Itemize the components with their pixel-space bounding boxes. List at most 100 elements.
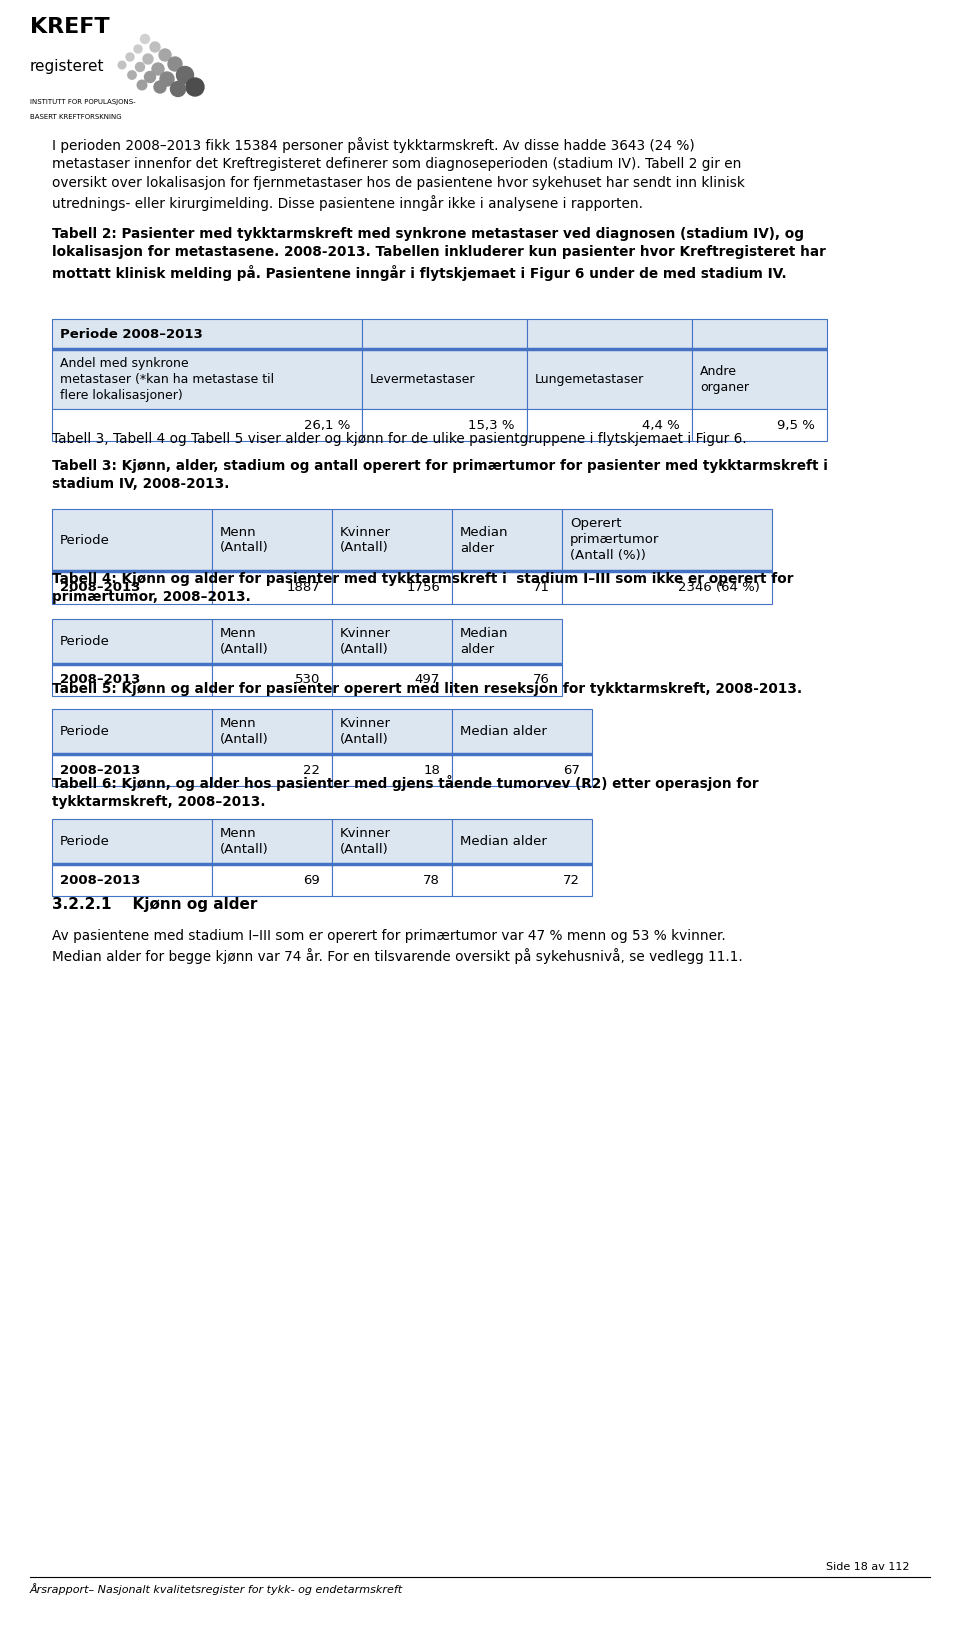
FancyBboxPatch shape — [527, 350, 692, 408]
Text: 2008–2013: 2008–2013 — [60, 581, 140, 594]
FancyBboxPatch shape — [52, 408, 362, 441]
FancyBboxPatch shape — [212, 571, 332, 604]
FancyBboxPatch shape — [52, 753, 212, 786]
Text: 2008–2013: 2008–2013 — [60, 763, 140, 776]
FancyBboxPatch shape — [52, 350, 362, 408]
Circle shape — [140, 34, 150, 44]
Text: 530: 530 — [295, 674, 320, 687]
Text: Menn
(Antall): Menn (Antall) — [220, 626, 269, 656]
Text: Tabell 6: Kjønn, og alder hos pasienter med gjens tående tumorvev (R2) etter ope: Tabell 6: Kjønn, og alder hos pasienter … — [52, 774, 758, 809]
Text: Median
alder: Median alder — [460, 526, 509, 555]
Text: Levermetastaser: Levermetastaser — [370, 373, 475, 386]
Text: Median
alder: Median alder — [460, 626, 509, 656]
Text: 2008–2013: 2008–2013 — [60, 874, 140, 887]
Text: Menn
(Antall): Menn (Antall) — [220, 718, 269, 747]
FancyBboxPatch shape — [362, 350, 527, 408]
Text: 497: 497 — [415, 674, 440, 687]
FancyBboxPatch shape — [362, 408, 527, 441]
Text: Kvinner
(Antall): Kvinner (Antall) — [340, 718, 391, 747]
Text: 18: 18 — [423, 763, 440, 776]
Text: 71: 71 — [533, 581, 550, 594]
Text: Menn
(Antall): Menn (Antall) — [220, 827, 269, 856]
Text: 15,3 %: 15,3 % — [468, 418, 515, 431]
FancyBboxPatch shape — [332, 709, 452, 753]
FancyBboxPatch shape — [562, 571, 772, 604]
Text: Lungemetastaser: Lungemetastaser — [535, 373, 644, 386]
Circle shape — [118, 62, 126, 68]
Text: 72: 72 — [563, 874, 580, 887]
Text: Periode: Periode — [60, 726, 109, 739]
Text: 78: 78 — [423, 874, 440, 887]
Text: Periode: Periode — [60, 534, 109, 547]
FancyBboxPatch shape — [332, 753, 452, 786]
Circle shape — [126, 54, 134, 60]
FancyBboxPatch shape — [212, 509, 332, 571]
Text: BASERT KREFTFORSKNING: BASERT KREFTFORSKNING — [30, 114, 122, 120]
FancyBboxPatch shape — [452, 509, 562, 571]
FancyBboxPatch shape — [52, 664, 212, 696]
Text: Periode 2008–2013: Periode 2008–2013 — [60, 327, 203, 340]
FancyBboxPatch shape — [452, 618, 562, 664]
Text: Menn
(Antall): Menn (Antall) — [220, 526, 269, 555]
Text: 4,4 %: 4,4 % — [642, 418, 680, 431]
FancyBboxPatch shape — [52, 571, 212, 604]
FancyBboxPatch shape — [452, 664, 562, 696]
FancyBboxPatch shape — [452, 818, 592, 864]
Circle shape — [177, 67, 194, 83]
Circle shape — [160, 72, 174, 86]
FancyBboxPatch shape — [212, 864, 332, 896]
Circle shape — [154, 81, 166, 93]
Text: Tabell 5: Kjønn og alder for pasienter operert med liten reseksjon for tykktarms: Tabell 5: Kjønn og alder for pasienter o… — [52, 682, 803, 696]
Text: 26,1 %: 26,1 % — [303, 418, 350, 431]
Circle shape — [152, 63, 164, 75]
Text: 3.2.2.1    Kjønn og alder: 3.2.2.1 Kjønn og alder — [52, 896, 257, 913]
Circle shape — [150, 42, 160, 52]
Circle shape — [145, 72, 156, 83]
Text: Operert
primærtumor
(Antall (%)): Operert primærtumor (Antall (%)) — [570, 517, 660, 563]
FancyBboxPatch shape — [212, 709, 332, 753]
Text: 2346 (64 %): 2346 (64 %) — [678, 581, 760, 594]
FancyBboxPatch shape — [527, 408, 692, 441]
FancyBboxPatch shape — [452, 709, 592, 753]
Text: registeret: registeret — [30, 59, 105, 73]
Circle shape — [159, 49, 171, 60]
FancyBboxPatch shape — [452, 571, 562, 604]
Text: Tabell 3, Tabell 4 og Tabell 5 viser alder og kjønn for de ulike pasientgruppene: Tabell 3, Tabell 4 og Tabell 5 viser ald… — [52, 433, 747, 446]
FancyBboxPatch shape — [52, 709, 212, 753]
Text: KREFT: KREFT — [30, 16, 109, 37]
Text: Tabell 4: Kjønn og alder for pasienter med tykktarmskreft i  stadium I–III som i: Tabell 4: Kjønn og alder for pasienter m… — [52, 573, 794, 604]
Text: Side 18 av 112: Side 18 av 112 — [827, 1562, 910, 1572]
Circle shape — [143, 54, 153, 63]
Text: Median alder: Median alder — [460, 726, 547, 739]
Text: Median alder: Median alder — [460, 835, 547, 848]
Text: 76: 76 — [533, 674, 550, 687]
FancyBboxPatch shape — [692, 319, 827, 350]
Text: 9,5 %: 9,5 % — [778, 418, 815, 431]
FancyBboxPatch shape — [692, 350, 827, 408]
FancyBboxPatch shape — [212, 753, 332, 786]
FancyBboxPatch shape — [562, 509, 772, 571]
Text: Kvinner
(Antall): Kvinner (Antall) — [340, 626, 391, 656]
Text: Periode: Periode — [60, 635, 109, 648]
Text: 69: 69 — [303, 874, 320, 887]
Text: Periode: Periode — [60, 835, 109, 848]
Text: Årsrapport– Nasjonalt kvalitetsregister for tykk- og endetarmskreft: Årsrapport– Nasjonalt kvalitetsregister … — [30, 1583, 403, 1594]
Text: 67: 67 — [564, 763, 580, 776]
Text: 1887: 1887 — [286, 581, 320, 594]
FancyBboxPatch shape — [332, 509, 452, 571]
FancyBboxPatch shape — [52, 618, 212, 664]
Circle shape — [171, 81, 185, 96]
Circle shape — [137, 80, 147, 89]
Text: I perioden 2008–2013 fikk 15384 personer påvist tykktarmskreft. Av disse hadde 3: I perioden 2008–2013 fikk 15384 personer… — [52, 137, 745, 212]
FancyBboxPatch shape — [332, 818, 452, 864]
FancyBboxPatch shape — [332, 664, 452, 696]
FancyBboxPatch shape — [212, 618, 332, 664]
Text: 1756: 1756 — [406, 581, 440, 594]
Circle shape — [128, 72, 136, 80]
FancyBboxPatch shape — [52, 319, 362, 350]
Text: Kvinner
(Antall): Kvinner (Antall) — [340, 827, 391, 856]
FancyBboxPatch shape — [527, 319, 692, 350]
Text: 22: 22 — [303, 763, 320, 776]
Text: Av pasientene med stadium I–III som er operert for primærtumor var 47 % menn og : Av pasientene med stadium I–III som er o… — [52, 929, 743, 965]
Circle shape — [135, 62, 145, 72]
